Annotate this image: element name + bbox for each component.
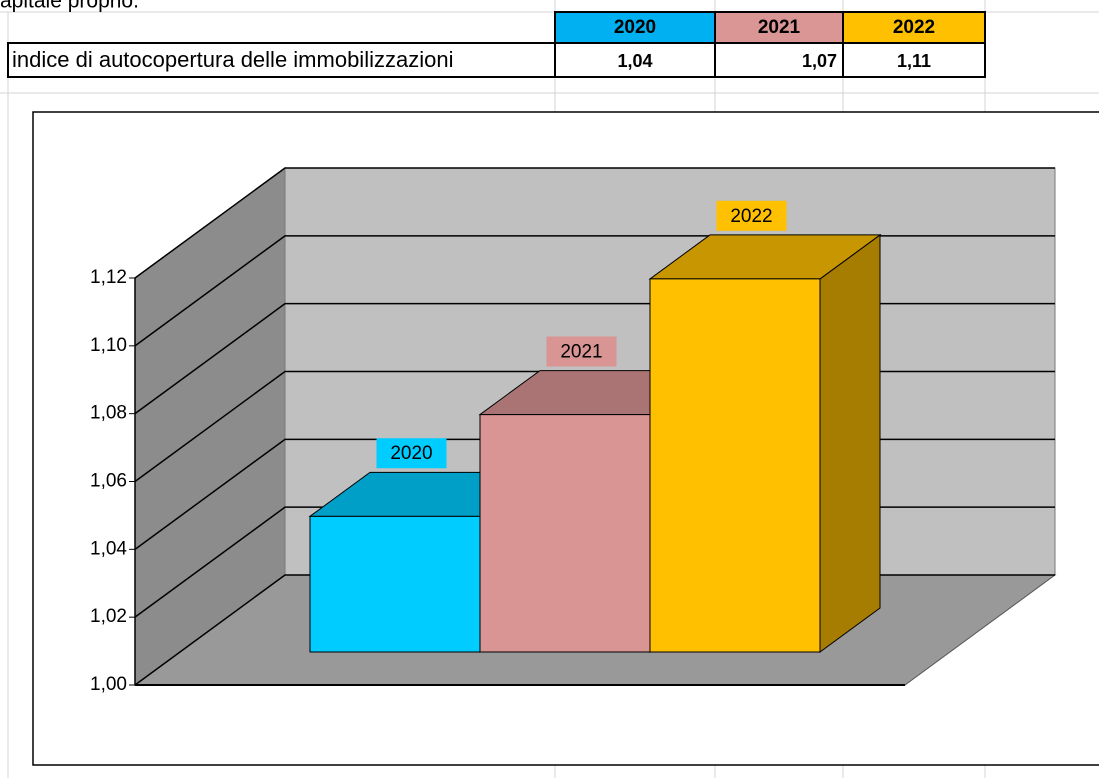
y-tick-label: 1,10	[90, 335, 127, 356]
data-label-box	[716, 200, 787, 231]
cell-value: 1,07	[802, 51, 837, 71]
cell-value: 1,04	[617, 51, 652, 71]
header-text: 2020	[614, 17, 656, 38]
grid-line	[134, 167, 1055, 279]
data-label-box	[376, 438, 447, 469]
chart: 1,00 1,02 1,04 1,06 1,08 1,10 1,12 2020 2021 2022	[90, 167, 1057, 695]
header-cell	[842, 11, 986, 44]
top-text: apitale proprio.	[0, 0, 139, 13]
data-label-box	[546, 336, 617, 367]
row-label: indice di autocopertura delle immobilizz…	[12, 47, 453, 72]
bar	[309, 515, 481, 653]
data-label: 2022	[730, 206, 772, 227]
y-tick-label: 1,06	[90, 471, 127, 492]
y-tick-label: 1,04	[90, 538, 127, 559]
data-label: 2021	[560, 341, 602, 362]
data-label: 2020	[390, 443, 432, 464]
bar	[479, 414, 651, 653]
y-tick-label: 1,08	[90, 403, 127, 424]
value-cell	[842, 42, 986, 78]
bar	[649, 278, 821, 653]
header-cell	[714, 11, 844, 44]
y-tick-label: 1,02	[90, 606, 127, 627]
y-tick-label: 1,12	[90, 267, 127, 288]
cell-value: 1,11	[897, 51, 931, 71]
header-text: 2021	[758, 17, 801, 38]
table: 2020 2021 2022 indice di autocopertura dell…	[7, 11, 986, 78]
header-text: 2022	[893, 17, 935, 38]
y-tick-label: 1,00	[90, 674, 127, 695]
bar-side	[819, 233, 881, 653]
